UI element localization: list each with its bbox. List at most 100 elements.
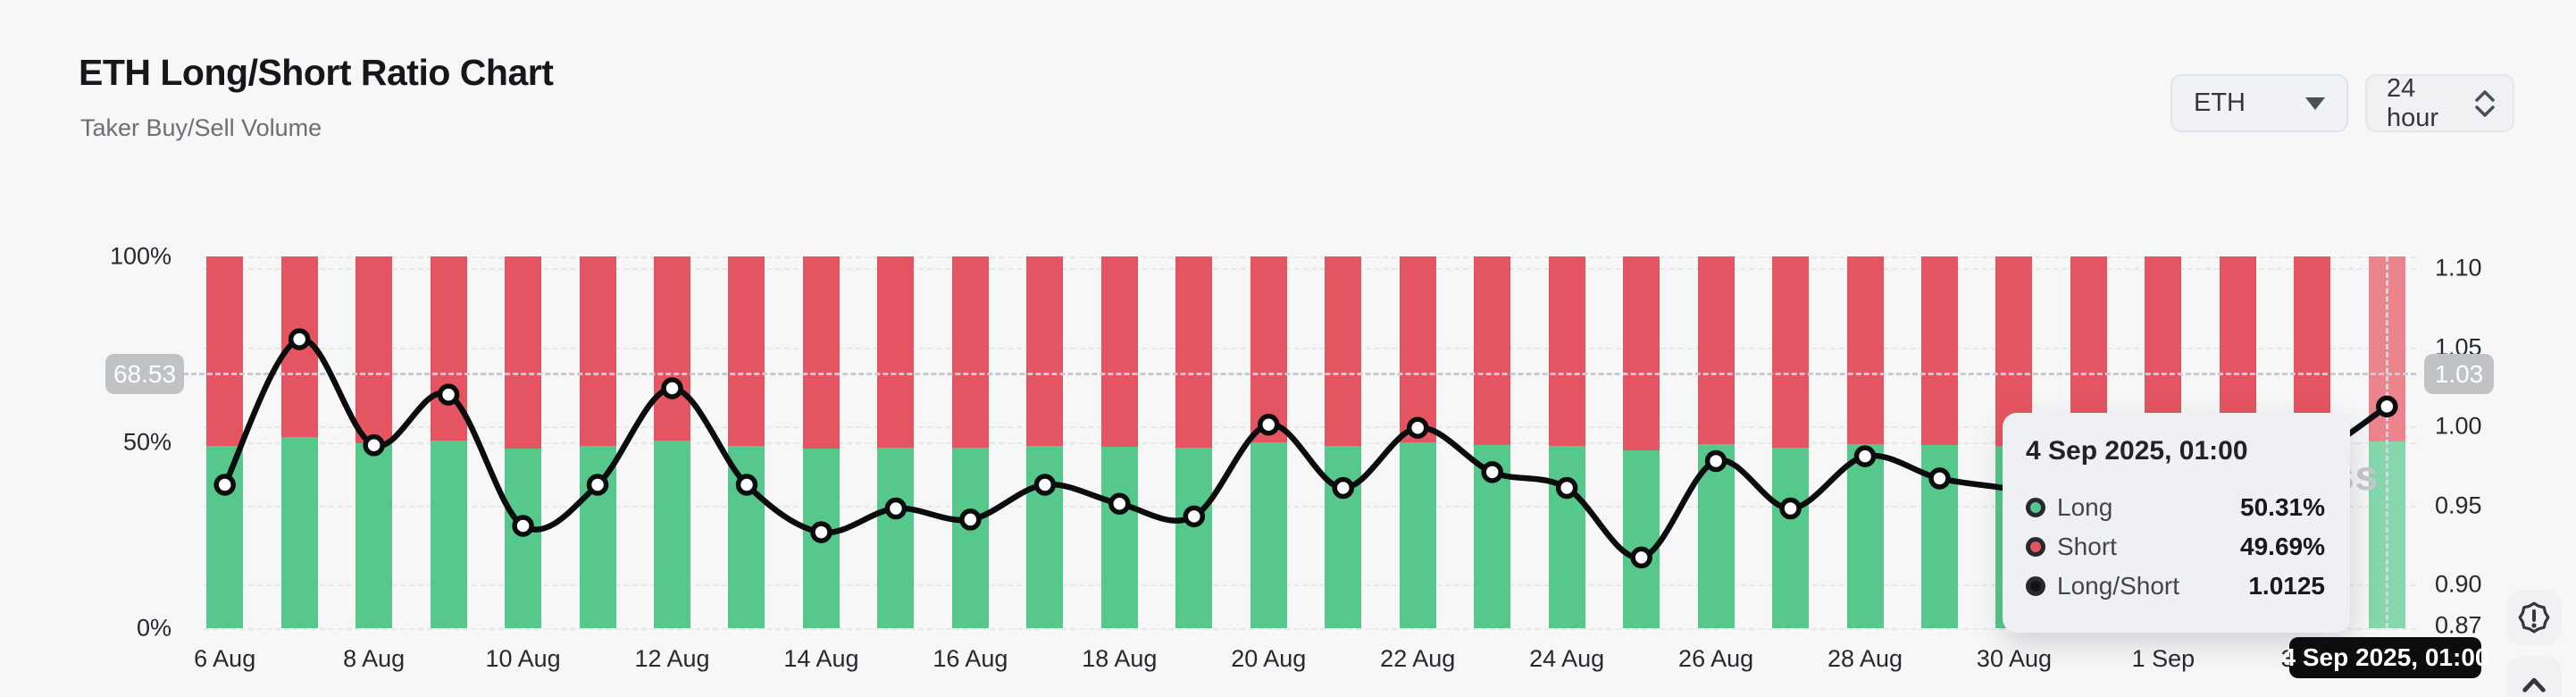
bar-long-segment[interactable] xyxy=(1474,445,1511,628)
gridline xyxy=(204,584,2416,586)
bar-short-segment[interactable] xyxy=(1100,256,1138,448)
chevrons-updown-icon xyxy=(2473,89,2497,118)
x-axis-tick: 26 Aug xyxy=(1678,645,1754,672)
y-axis-tick-left: 0% xyxy=(136,614,171,642)
bar-long-segment[interactable] xyxy=(430,440,467,628)
bar-short-segment[interactable] xyxy=(1325,256,1362,447)
y-axis-tick-left: 100% xyxy=(109,242,171,270)
bar-long-segment[interactable] xyxy=(1846,443,1884,628)
bar-short-segment[interactable] xyxy=(1548,256,1585,447)
bar-short-segment[interactable] xyxy=(579,256,616,446)
bar-long-segment[interactable] xyxy=(1100,447,1138,628)
interval-select-value: 24 hour xyxy=(2387,73,2439,132)
bar-short-segment[interactable] xyxy=(505,256,542,449)
bar-short-segment[interactable] xyxy=(206,256,244,446)
tooltip-row-value: 1.0125 xyxy=(2248,572,2325,600)
bar-short-segment[interactable] xyxy=(1921,256,1958,446)
bar-long-segment[interactable] xyxy=(654,440,691,628)
bar-long-segment[interactable] xyxy=(1921,445,1958,628)
bar-long-segment[interactable] xyxy=(206,445,244,628)
bar-long-segment[interactable] xyxy=(877,447,915,628)
x-axis-tick: 20 Aug xyxy=(1231,645,1307,672)
x-axis-tick: 18 Aug xyxy=(1082,645,1158,672)
bar-short-segment[interactable] xyxy=(728,256,765,446)
ratio-series-dot-icon xyxy=(2026,576,2045,596)
bar-short-segment[interactable] xyxy=(1474,256,1511,446)
x-axis-tick: 10 Aug xyxy=(485,645,561,672)
chevron-up-icon xyxy=(2522,677,2546,693)
scroll-to-top-button[interactable] xyxy=(2506,657,2562,697)
y-axis-tick-right: 0.90 xyxy=(2435,570,2482,598)
x-axis-tick: 8 Aug xyxy=(343,645,406,672)
bar-long-segment[interactable] xyxy=(1623,449,1660,628)
bar-short-segment[interactable] xyxy=(1399,256,1436,443)
alerts-button[interactable] xyxy=(2506,590,2562,645)
short-series-dot-icon xyxy=(2026,537,2045,557)
bar-long-segment[interactable] xyxy=(1175,448,1213,628)
x-axis-tick: 28 Aug xyxy=(1827,645,1903,672)
gridline xyxy=(204,268,2416,270)
page-title: ETH Long/Short Ratio Chart xyxy=(79,52,554,93)
tooltip-row-label: Long/Short xyxy=(2057,572,2179,600)
crosshair-left-axis-badge: 68.53 xyxy=(105,354,184,394)
crosshair-horizontal-line xyxy=(183,373,2416,375)
bar-short-segment[interactable] xyxy=(355,256,393,444)
bar-short-segment[interactable] xyxy=(280,256,318,438)
bar-long-segment[interactable] xyxy=(728,445,765,628)
tooltip-row-value: 50.31% xyxy=(2240,493,2325,521)
interval-select[interactable]: 24 hour xyxy=(2365,74,2514,132)
long-series-dot-icon xyxy=(2026,498,2045,517)
bar-short-segment[interactable] xyxy=(1697,256,1735,445)
gridline xyxy=(204,256,2416,258)
bar-long-segment[interactable] xyxy=(1697,444,1735,628)
crosshair-right-axis-badge: 1.03 xyxy=(2424,354,2494,394)
bar-long-segment[interactable] xyxy=(505,448,542,628)
tooltip-title: 4 Sep 2025, 01:00 xyxy=(2026,436,2248,466)
bar-short-segment[interactable] xyxy=(1772,256,1810,448)
bar-long-segment[interactable] xyxy=(280,437,318,628)
page-subtitle: Taker Buy/Sell Volume xyxy=(80,114,322,141)
bar-long-segment[interactable] xyxy=(579,445,616,628)
x-axis-tick: 24 Aug xyxy=(1529,645,1605,672)
tooltip-row-ratio: Long/Short 1.0125 xyxy=(2026,567,2325,606)
chart-tooltip: 4 Sep 2025, 01:00 Long 50.31% Short 49.6… xyxy=(2003,413,2350,633)
bar-short-segment[interactable] xyxy=(654,256,691,441)
bar-short-segment[interactable] xyxy=(1026,256,1064,446)
bar-long-segment[interactable] xyxy=(1548,446,1585,628)
bar-long-segment[interactable] xyxy=(1250,441,1287,628)
bar-long-segment[interactable] xyxy=(1026,445,1064,628)
y-axis-tick-right: 1.10 xyxy=(2435,254,2482,281)
bar-long-segment[interactable] xyxy=(1772,447,1810,628)
bar-long-segment[interactable] xyxy=(802,449,840,628)
x-axis-tick: 16 Aug xyxy=(933,645,1008,672)
crosshair-date-pill: 4 Sep 2025, 01:00 xyxy=(2282,637,2488,678)
crosshair-vertical-line xyxy=(2386,256,2388,628)
y-axis-tick-right: 1.00 xyxy=(2435,412,2482,440)
bar-short-segment[interactable] xyxy=(430,256,467,441)
x-axis-tick: 22 Aug xyxy=(1380,645,1456,672)
alert-seal-icon xyxy=(2518,601,2550,634)
x-axis-tick: 1 Sep xyxy=(2131,645,2195,672)
bar-short-segment[interactable] xyxy=(1846,256,1884,444)
x-axis-tick: 12 Aug xyxy=(634,645,710,672)
bar-short-segment[interactable] xyxy=(877,256,915,448)
symbol-select[interactable]: ETH xyxy=(2170,74,2348,132)
y-axis-tick-right: 0.95 xyxy=(2435,491,2482,518)
bar-short-segment[interactable] xyxy=(1250,256,1287,442)
bar-long-segment[interactable] xyxy=(1399,442,1436,628)
bar-short-segment[interactable] xyxy=(1175,256,1213,449)
gridline xyxy=(204,628,2416,630)
bar-short-segment[interactable] xyxy=(802,256,840,449)
bar-long-segment[interactable] xyxy=(1325,446,1362,628)
bar-short-segment[interactable] xyxy=(1623,256,1660,450)
tooltip-row-value: 49.69% xyxy=(2240,533,2325,560)
bar-long-segment[interactable] xyxy=(951,448,989,628)
tooltip-row-label: Short xyxy=(2057,533,2117,560)
x-axis-tick: 6 Aug xyxy=(194,645,256,672)
bar-short-segment[interactable] xyxy=(951,256,989,449)
y-axis-tick-left: 50% xyxy=(122,428,171,456)
chevron-down-icon xyxy=(2305,97,2325,110)
bar-long-segment[interactable] xyxy=(355,443,393,628)
tooltip-row-long: Long 50.31% xyxy=(2026,488,2325,527)
